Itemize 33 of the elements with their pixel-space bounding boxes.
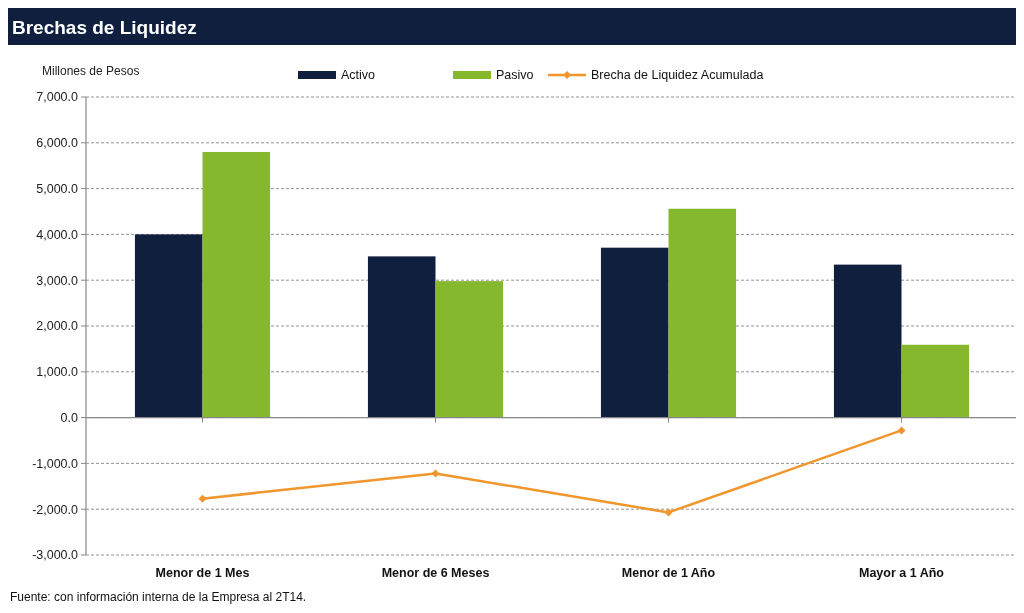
x-tick-label: Menor de 6 Meses [381,566,490,580]
bar [367,256,436,418]
y-tick-label: 3,000.0 [36,273,79,288]
y-tick-label: 5,000.0 [36,181,79,196]
y-tick-label: 0.0 [60,410,79,425]
bar [901,344,970,418]
x-tick-label: Menor de 1 Año [621,566,716,580]
point [664,508,673,517]
y-tick-label: -1,000.0 [32,456,79,471]
y-axis-title: Millones de Pesos [42,64,140,78]
legend-label: Activo [341,68,376,83]
bar [668,208,737,418]
point [897,426,906,435]
bar [134,234,203,418]
point [431,469,440,478]
y-tick-label: 4,000.0 [36,227,79,242]
point [198,494,207,503]
legend-label: Brecha de Liquidez Acumulada [591,68,764,83]
bar [833,264,902,418]
y-tick-label: -3,000.0 [32,548,79,563]
y-tick-label: -2,000.0 [32,502,79,517]
y-tick-label: 1,000.0 [36,365,79,380]
legend-label: Pasivo [496,68,534,83]
x-tick-label: Menor de 1 Mes [155,566,250,580]
chart-title: Brechas de Liquidez [12,17,197,38]
x-tick-label: Mayor a 1 Año [859,566,945,580]
bar [600,247,669,418]
y-tick-label: 2,000.0 [36,319,79,334]
y-tick-label: 6,000.0 [36,136,79,151]
bar [202,151,271,418]
source-note: Fuente: con información interna de la Empresa al 2T14. [10,590,307,604]
bar [435,281,504,418]
y-tick-label: 7,000.0 [36,90,79,105]
